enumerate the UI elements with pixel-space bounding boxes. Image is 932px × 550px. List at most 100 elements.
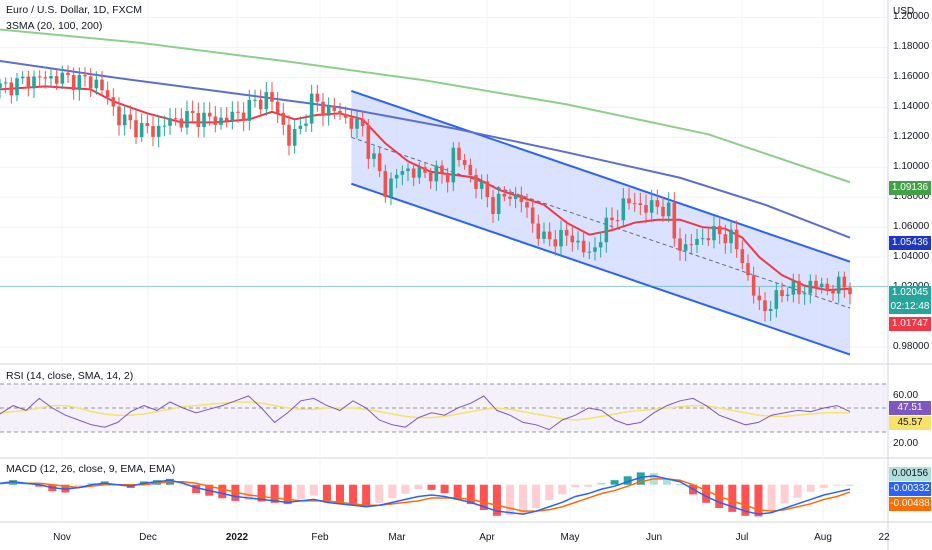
candle-body (315, 93, 320, 102)
macd-histogram-bar (597, 482, 606, 485)
time-tick-label: Aug (814, 532, 832, 543)
macd-histogram-bar (610, 480, 619, 485)
candle-body (553, 239, 558, 247)
candle-body (683, 244, 688, 251)
macd-histogram-bar (362, 484, 371, 507)
channel-lower-line (351, 182, 851, 356)
candle-body (695, 239, 699, 245)
macd-histogram-bar (283, 484, 292, 505)
candle-body (576, 240, 580, 243)
candle-body (746, 263, 750, 276)
candle-body (377, 153, 382, 172)
macd-histogram-bar (662, 479, 671, 485)
candle-body (247, 99, 252, 121)
time-tick-label: Mar (388, 532, 406, 543)
candle-body (355, 118, 359, 129)
candle-body (547, 231, 552, 240)
price-tick-label: 1.04000 (893, 251, 930, 263)
candle-body (451, 147, 456, 183)
candle-body (219, 117, 223, 125)
candle-body (224, 117, 229, 121)
rsi-tick-label: 20.00 (893, 438, 919, 449)
macd-histogram-bar (636, 472, 645, 485)
candle-body (808, 280, 813, 294)
candle-body (15, 78, 19, 96)
macd-histogram-bar (349, 484, 358, 505)
macd-histogram-bar (244, 484, 253, 501)
price-tick-label: 1.06000 (893, 221, 930, 233)
price-tick-label: 1.12000 (893, 131, 930, 143)
chart-title: Euro / U.S. Dollar, 1D, FXCM (6, 4, 142, 16)
candle-body (819, 283, 824, 288)
candle-body (0, 83, 2, 88)
candle-body (587, 251, 592, 253)
macd-histogram-bar (806, 484, 815, 492)
macd-histogram-bar (388, 484, 397, 499)
sma100-line (0, 59, 851, 239)
candle-body (621, 198, 626, 221)
candle-body (77, 75, 82, 91)
candle-body (661, 206, 665, 217)
rsi-badge: 47.51 (889, 401, 931, 415)
candle-body (542, 231, 546, 239)
price-tick-label: 1.18000 (893, 41, 930, 53)
candle-body (530, 207, 535, 224)
channel-mid-line (351, 136, 851, 309)
rsi-ma-badge: 45.57 (889, 416, 931, 430)
rsi-tick-label: 60.00 (893, 390, 919, 401)
macd-histogram-bar (676, 484, 684, 486)
candle-body (712, 225, 716, 241)
candle-body (536, 223, 541, 239)
time-tick-label: Feb (311, 532, 329, 543)
macd-histogram-bar (479, 484, 488, 510)
candle-body (128, 114, 133, 121)
candle-body (394, 174, 399, 179)
candle-body (791, 280, 796, 295)
macd-histogram-bar (322, 484, 331, 503)
candle-body (729, 229, 733, 244)
price-tick-label: 0.98000 (893, 341, 930, 353)
candle-body (740, 249, 745, 264)
currency-label: USD (893, 6, 915, 17)
sma-legend[interactable]: 3SMA (20, 100, 200) (6, 20, 103, 32)
candle-body (207, 112, 212, 117)
candle-body (649, 200, 654, 213)
candle-body (156, 125, 161, 137)
time-tick-label: Jun (645, 532, 663, 543)
macd-histogram-bar (375, 484, 384, 503)
candle-body (20, 76, 25, 79)
macd-legend[interactable]: MACD (12, 26, close, 9, EMA, EMA) (6, 463, 176, 475)
candle-body (831, 290, 835, 294)
macd-hist-badge: 0.00156 (889, 467, 931, 481)
candle-body (49, 76, 53, 79)
candle-body (417, 167, 422, 178)
rsi-legend[interactable]: RSI (14, close, SMA, 14, 2) (6, 370, 134, 382)
candle-body (139, 123, 144, 138)
candle-body (627, 198, 631, 204)
candle-body (264, 92, 269, 110)
macd-histogram-bar (414, 484, 423, 490)
candle-body (281, 112, 286, 125)
macd-histogram-bar (741, 484, 750, 516)
macd-histogram-bar (623, 476, 632, 485)
candle-body (287, 124, 291, 146)
candle-body (774, 290, 779, 309)
macd-histogram-bar (780, 484, 789, 504)
sma20-badge: 1.01747 (889, 317, 931, 331)
candle-body (508, 196, 512, 199)
candle-body (559, 229, 563, 247)
rsi-ma-line (0, 401, 850, 421)
macd-histogram-bar (179, 484, 188, 486)
time-tick-label: Apr (479, 532, 495, 543)
macd-histogram-bar (401, 484, 410, 494)
price-tick-label: 1.14000 (893, 101, 930, 113)
candle-body (37, 76, 42, 78)
candle-body (304, 123, 308, 126)
macd-histogram-bar (466, 484, 475, 505)
candle-body (383, 171, 388, 198)
candle-body (326, 105, 331, 116)
candle-body (757, 295, 762, 301)
candle-body (32, 76, 36, 89)
macd-histogram-bar (832, 484, 841, 486)
